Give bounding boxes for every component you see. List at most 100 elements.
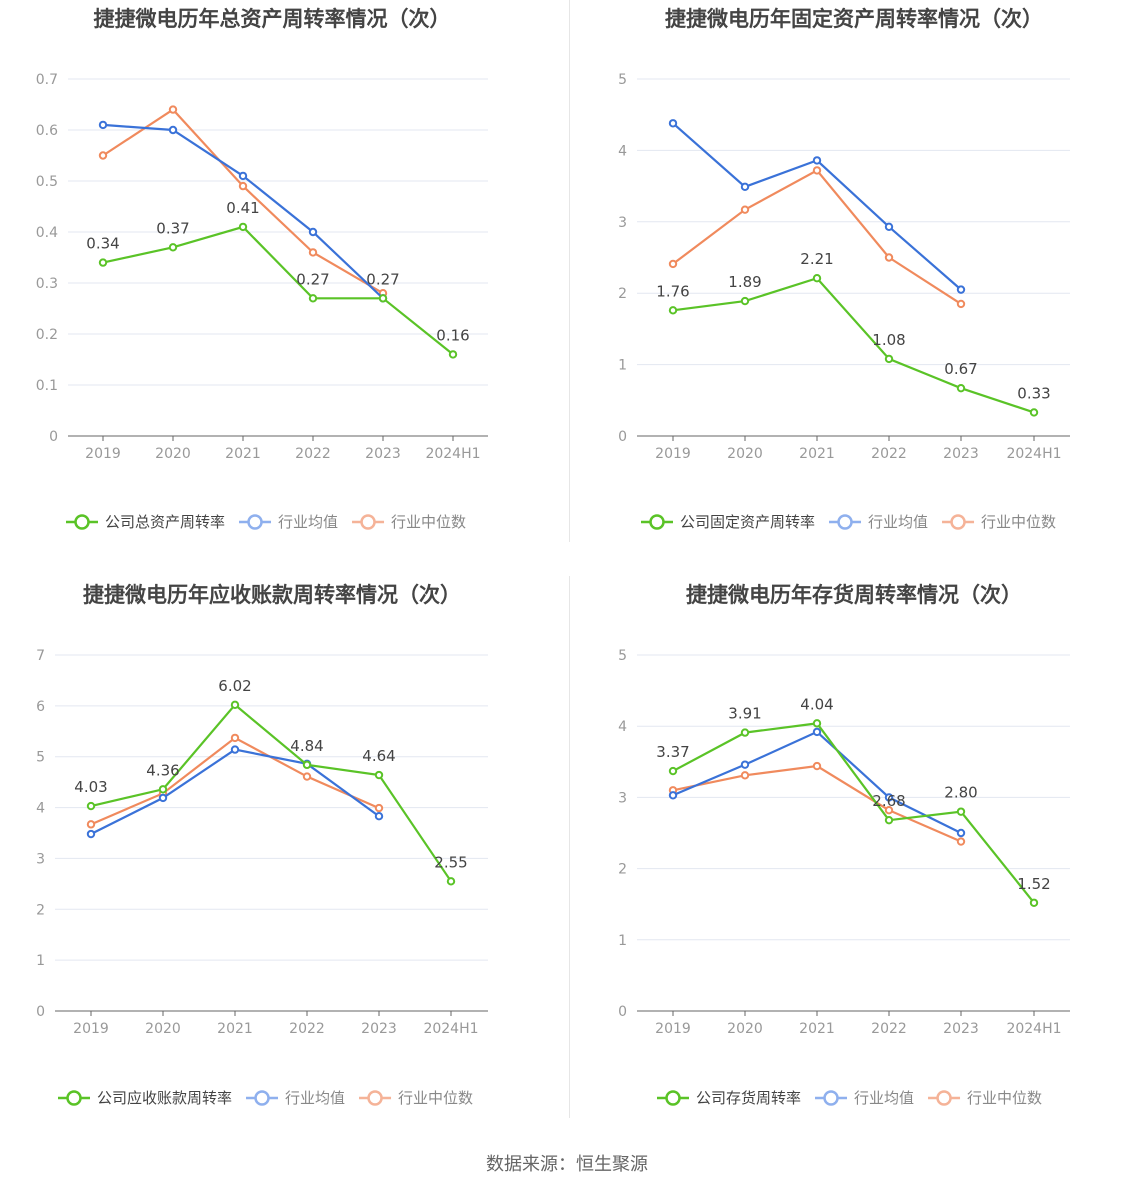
data-source-footer: 数据来源：恒生聚源 — [486, 1154, 648, 1175]
legend-label: 公司应收账款周转率 — [97, 1089, 232, 1107]
legend-item-avg: 行业均值 — [239, 513, 338, 531]
legend-swatch-marker — [66, 1090, 82, 1106]
series-line — [672, 168, 962, 305]
y-tick-label: 3 — [36, 851, 45, 867]
series-median — [668, 761, 966, 846]
data-point — [884, 806, 894, 815]
data-point — [812, 727, 822, 737]
y-tick-label: 0.1 — [36, 378, 58, 394]
legend-label: 公司总资产周转率 — [105, 513, 225, 531]
data-label: 0.27 — [366, 270, 399, 288]
data-point — [168, 125, 178, 135]
legend-label: 行业中位数 — [981, 513, 1056, 531]
y-tick-label: 3 — [618, 215, 627, 231]
series-avg — [668, 119, 966, 294]
legend-swatch-marker — [665, 1090, 681, 1106]
gridlines — [55, 654, 488, 961]
x-tick-label: 2023 — [943, 446, 979, 462]
data-point — [308, 227, 318, 237]
data-label: 4.36 — [146, 761, 179, 779]
data-point — [230, 733, 240, 743]
y-tick-label: 2 — [618, 862, 627, 878]
legend-swatch-marker — [837, 514, 853, 530]
data-point — [86, 801, 96, 811]
series-company: 4.03 4.36 6.02 4.84 4.64 2.55 — [74, 677, 468, 886]
legend: 公司总资产周转率 行业均值 行业中位数 — [66, 513, 466, 531]
legend-swatch-marker — [360, 514, 376, 530]
data-point — [956, 807, 966, 816]
data-label: 0.16 — [436, 326, 469, 344]
data-point — [378, 294, 388, 303]
data-point — [302, 772, 312, 781]
data-point — [812, 274, 822, 283]
data-point — [238, 222, 248, 232]
data-label: 4.84 — [290, 737, 323, 755]
data-point — [812, 166, 822, 175]
legend-item-median: 行业中位数 — [928, 1089, 1042, 1107]
data-label: 1.08 — [872, 331, 905, 349]
y-tick-label: 0.6 — [36, 123, 58, 139]
gridlines — [68, 78, 488, 386]
x-tick-label: 2022 — [289, 1021, 325, 1037]
series-line — [672, 722, 1035, 904]
series-line — [90, 703, 452, 882]
legend-item-company: 公司固定资产周转率 — [641, 513, 815, 531]
x-tick-label: 2021 — [225, 446, 261, 462]
x-tick-label: 2019 — [655, 1021, 691, 1037]
x-tick-label: 2019 — [655, 446, 691, 462]
y-tick-label: 4 — [618, 719, 627, 735]
legend-item-avg: 行业均值 — [246, 1089, 345, 1107]
y-tick-label: 7 — [36, 648, 45, 664]
y-tick-label: 0.2 — [36, 327, 58, 343]
series-median — [668, 166, 966, 309]
data-label: 3.91 — [728, 705, 761, 723]
legend-label: 行业中位数 — [391, 513, 466, 531]
legend-item-median: 行业中位数 — [359, 1089, 473, 1107]
legend-label: 行业均值 — [278, 513, 338, 531]
legend-label: 公司存货周转率 — [696, 1089, 801, 1107]
legend: 公司存货周转率 行业均值 行业中位数 — [657, 1089, 1042, 1107]
data-point — [98, 120, 108, 130]
data-label: 2.21 — [800, 250, 833, 268]
y-tick-label: 0.3 — [36, 276, 58, 292]
chart-svg: 捷捷微电历年固定资产周转率情况（次） 0 1 2 3 4 5 2019 2020 2021 2022… — [618, 7, 1070, 531]
data-label: 2.68 — [872, 792, 905, 810]
data-label: 1.76 — [656, 282, 689, 300]
x-axis-ticks: 2019 2020 2021 2022 2023 2024H1 — [85, 436, 481, 462]
data-point — [238, 181, 248, 191]
legend-swatch-marker — [823, 1090, 839, 1106]
data-label: 1.89 — [728, 273, 761, 291]
data-label: 0.67 — [944, 360, 977, 378]
data-point — [230, 745, 240, 754]
data-point — [158, 785, 168, 794]
x-axis-ticks: 2019 2020 2021 2022 2023 2024H1 — [73, 1011, 479, 1037]
panel-divider-bottom — [569, 576, 570, 1118]
data-point — [668, 766, 678, 776]
data-point — [86, 829, 96, 839]
series-company: 3.37 3.91 4.04 2.68 2.80 1.52 — [656, 695, 1051, 907]
y-axis-ticks: 0 0.1 0.2 0.3 0.4 0.5 0.6 0.7 — [36, 72, 58, 445]
chart-panel-total-asset-turnover: 捷捷微电历年总资产周转率情况（次） 0 0.1 0.2 0.3 0.4 0.5 0.6 0.7 2… — [0, 0, 567, 576]
x-tick-label: 2024H1 — [423, 1021, 478, 1037]
data-point — [168, 243, 178, 252]
y-tick-label: 1 — [36, 953, 45, 969]
x-tick-label: 2024H1 — [425, 446, 480, 462]
x-tick-label: 2023 — [365, 446, 401, 462]
data-point — [884, 253, 894, 262]
x-tick-label: 2023 — [361, 1021, 397, 1037]
x-tick-label: 2020 — [727, 446, 763, 462]
x-tick-label: 2024H1 — [1006, 446, 1061, 462]
y-tick-label: 0 — [618, 1004, 627, 1020]
data-point — [374, 812, 384, 821]
series-line — [90, 748, 380, 836]
x-tick-label: 2020 — [155, 446, 191, 462]
x-tick-label: 2019 — [85, 446, 121, 462]
data-point — [302, 760, 312, 770]
data-point — [230, 700, 240, 710]
data-point — [668, 119, 678, 128]
y-tick-label: 2 — [36, 902, 45, 918]
y-tick-label: 0.5 — [36, 174, 58, 190]
data-point — [812, 719, 822, 728]
